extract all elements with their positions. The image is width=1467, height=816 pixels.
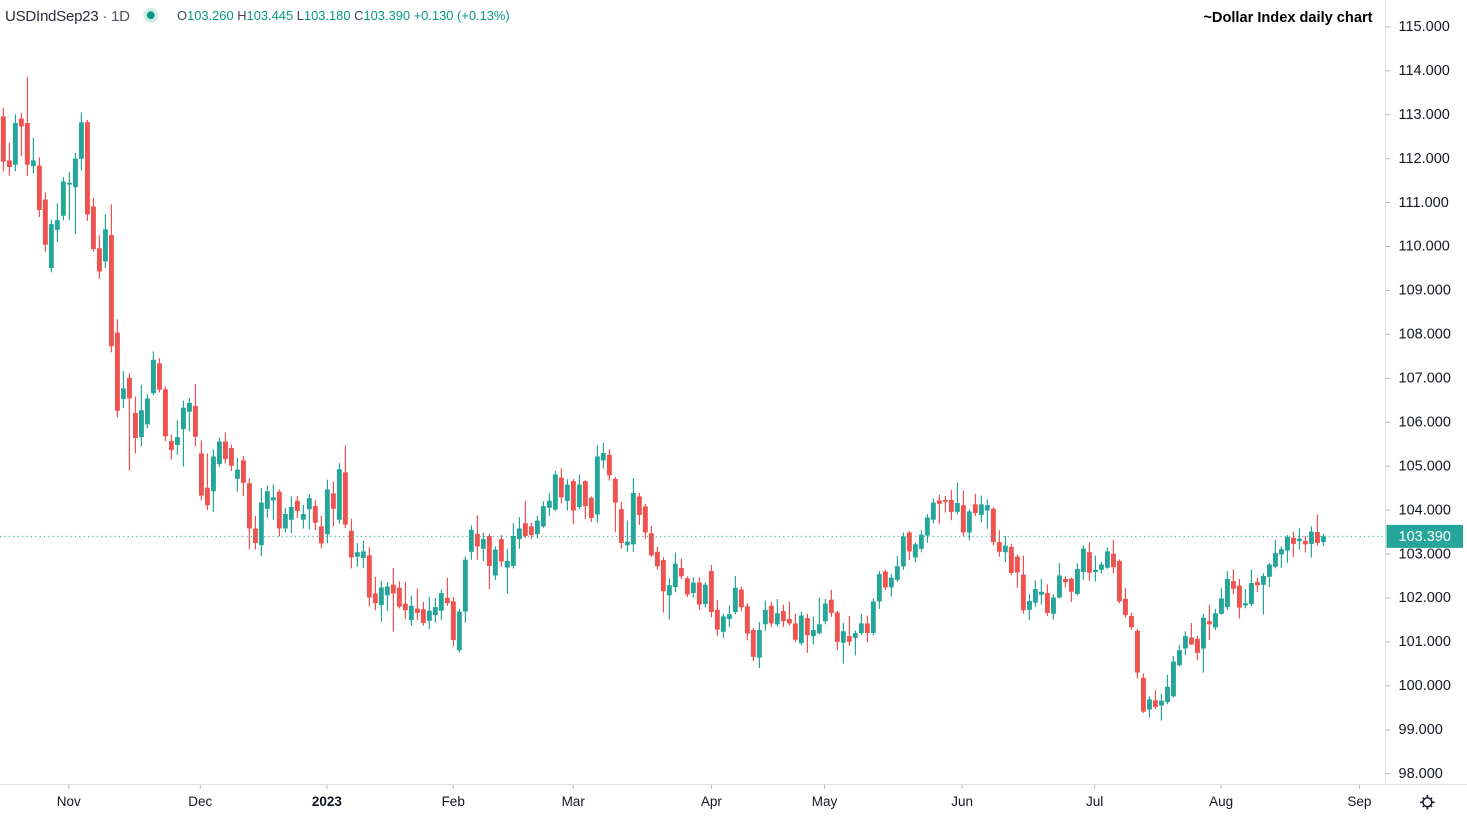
svg-text:Apr: Apr: [701, 794, 723, 809]
svg-text:Feb: Feb: [442, 794, 465, 809]
svg-text:111.000: 111.000: [1399, 195, 1449, 211]
svg-text:O103.260 H103.445 L103.180 C10: O103.260 H103.445 L103.180 C103.390 +0.1…: [177, 8, 510, 23]
svg-text:Jun: Jun: [951, 794, 973, 809]
svg-text:Aug: Aug: [1209, 794, 1233, 809]
svg-text:103.390: 103.390: [1399, 529, 1451, 545]
svg-text:Jul: Jul: [1086, 794, 1103, 809]
svg-text:106.000: 106.000: [1399, 415, 1451, 431]
svg-text:Mar: Mar: [562, 794, 586, 809]
svg-text:114.000: 114.000: [1399, 63, 1450, 79]
svg-text:112.000: 112.000: [1399, 151, 1450, 167]
svg-text:99.000: 99.000: [1399, 722, 1443, 738]
svg-text:2023: 2023: [312, 794, 343, 809]
svg-text:102.000: 102.000: [1399, 590, 1451, 606]
svg-text:May: May: [812, 794, 838, 809]
svg-text:Nov: Nov: [57, 794, 81, 809]
svg-text:98.000: 98.000: [1399, 766, 1443, 782]
svg-text:107.000: 107.000: [1399, 371, 1451, 387]
svg-text:104.000: 104.000: [1399, 502, 1451, 518]
svg-text:101.000: 101.000: [1399, 634, 1451, 650]
svg-text:113.000: 113.000: [1399, 107, 1450, 123]
svg-text:Sep: Sep: [1347, 794, 1371, 809]
svg-text:115.000: 115.000: [1399, 19, 1450, 35]
svg-text:103.000: 103.000: [1399, 546, 1451, 562]
svg-text:105.000: 105.000: [1399, 458, 1451, 474]
svg-text:110.000: 110.000: [1399, 239, 1450, 255]
svg-text:100.000: 100.000: [1399, 678, 1451, 694]
svg-text:USDIndSep23 · 1D: USDIndSep23 · 1D: [5, 8, 130, 25]
svg-text:109.000: 109.000: [1399, 283, 1451, 299]
svg-text:~Dollar Index daily chart: ~Dollar Index daily chart: [1203, 10, 1372, 26]
svg-text:Dec: Dec: [188, 794, 212, 809]
svg-text:108.000: 108.000: [1399, 327, 1451, 343]
